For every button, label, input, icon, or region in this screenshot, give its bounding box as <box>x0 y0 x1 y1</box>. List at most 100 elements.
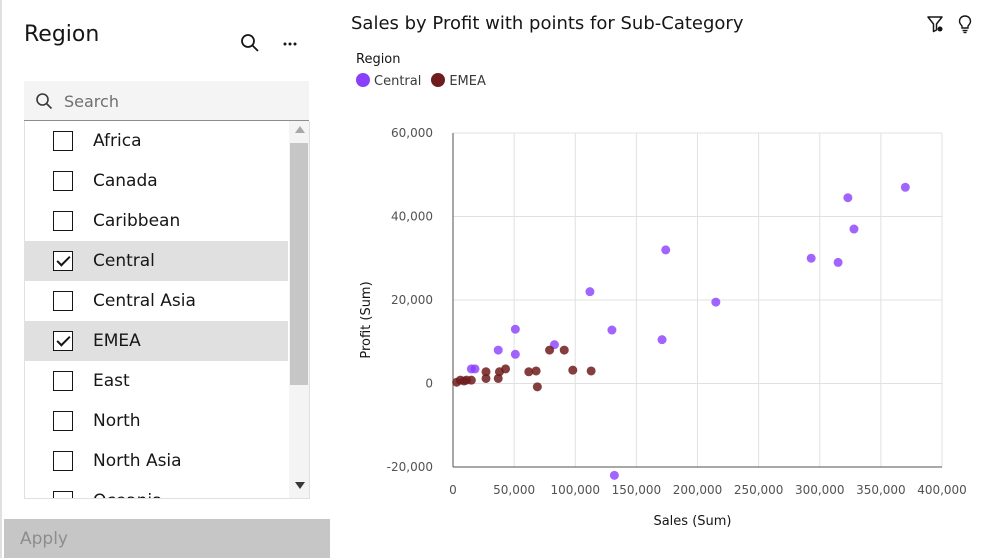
list-item[interactable]: East <box>25 361 288 401</box>
legend-item[interactable]: EMEA <box>431 73 486 89</box>
checkbox[interactable] <box>53 171 73 191</box>
checkbox[interactable] <box>53 491 73 498</box>
list-item[interactable]: EMEA <box>25 321 288 361</box>
data-point[interactable] <box>532 382 542 392</box>
list-item[interactable]: Central Asia <box>25 281 288 321</box>
data-point[interactable] <box>501 364 511 374</box>
y-tick-label: -20,000 <box>387 460 433 474</box>
x-tick-label: 50,000 <box>493 483 535 497</box>
data-point[interactable] <box>833 257 843 267</box>
list-item[interactable]: Caribbean <box>25 201 288 241</box>
checkbox[interactable] <box>53 411 73 431</box>
data-point[interactable] <box>493 373 503 383</box>
data-point[interactable] <box>470 364 480 374</box>
region-filter-panel: Region Africa Canada Caribbean Central Centr… <box>0 0 330 558</box>
list-item-label: Canada <box>93 171 158 191</box>
y-tick-label: 40,000 <box>391 210 433 224</box>
data-point[interactable] <box>510 324 520 334</box>
legend-item[interactable]: Central <box>356 73 421 89</box>
list-item-label: Oceania <box>93 491 163 498</box>
x-axis-title: Sales (Sum) <box>653 514 731 529</box>
checkbox[interactable] <box>53 331 73 351</box>
x-tick-label: 250,000 <box>734 483 784 497</box>
region-list-items: Africa Canada Caribbean Central Central Asia… <box>25 121 288 498</box>
scroll-down-arrow-icon[interactable] <box>295 482 305 489</box>
list-item-label: East <box>93 371 130 391</box>
data-point[interactable] <box>568 365 578 375</box>
data-point[interactable] <box>900 182 910 192</box>
y-tick-label: 60,000 <box>391 126 433 140</box>
list-item-label: North Asia <box>93 451 182 471</box>
data-point[interactable] <box>524 367 534 377</box>
list-item-label: Central Asia <box>93 291 196 311</box>
list-item[interactable]: Africa <box>25 121 288 161</box>
list-item-label: North <box>93 411 141 431</box>
list-item-label: Africa <box>93 131 142 151</box>
scroll-thumb[interactable] <box>290 143 308 385</box>
checkbox[interactable] <box>53 211 73 231</box>
list-item[interactable]: North Asia <box>25 441 288 481</box>
data-point[interactable] <box>559 345 569 355</box>
x-tick-label: 400,000 <box>917 483 967 497</box>
checkbox[interactable] <box>53 251 73 271</box>
panel-title: Region <box>24 22 100 47</box>
data-point[interactable] <box>806 253 816 263</box>
y-tick-label: 20,000 <box>391 293 433 307</box>
data-point[interactable] <box>657 335 667 345</box>
x-tick-label: 200,000 <box>673 483 723 497</box>
data-point[interactable] <box>607 325 617 335</box>
legend-label: EMEA <box>449 74 486 89</box>
x-tick-label: 100,000 <box>550 483 600 497</box>
search-icon <box>36 93 53 110</box>
legend-swatch <box>431 73 446 87</box>
data-point[interactable] <box>843 193 853 203</box>
data-point[interactable] <box>545 345 555 355</box>
data-point[interactable] <box>466 375 476 385</box>
list-item-label: Central <box>93 251 155 271</box>
x-tick-label: 150,000 <box>612 483 662 497</box>
filter-icon[interactable] <box>926 15 944 33</box>
y-axis-title: Profit (Sum) <box>359 281 374 358</box>
legend-swatch <box>356 73 370 87</box>
data-point[interactable] <box>609 470 619 480</box>
region-list[interactable]: Africa Canada Caribbean Central Central Asia… <box>24 121 310 499</box>
search-input[interactable] <box>64 89 294 113</box>
data-point[interactable] <box>481 373 491 383</box>
checkbox[interactable] <box>53 291 73 311</box>
list-item[interactable]: Central <box>25 241 288 281</box>
apply-button[interactable]: Apply <box>4 519 330 558</box>
search-field[interactable] <box>24 81 309 121</box>
data-point[interactable] <box>510 349 520 359</box>
y-tick-label: 0 <box>425 377 433 391</box>
list-item-label: EMEA <box>93 331 141 351</box>
checkbox[interactable] <box>53 131 73 151</box>
data-point[interactable] <box>711 297 721 307</box>
scroll-up-arrow-icon[interactable] <box>295 126 305 133</box>
data-point[interactable] <box>661 245 671 255</box>
x-tick-label: 300,000 <box>795 483 845 497</box>
data-point[interactable] <box>481 367 491 377</box>
list-item[interactable]: Canada <box>25 161 288 201</box>
data-point[interactable] <box>585 287 595 297</box>
legend-label: Central <box>374 74 422 89</box>
search-icon[interactable] <box>240 33 260 53</box>
data-point[interactable] <box>849 224 859 234</box>
lightbulb-icon[interactable] <box>956 14 974 34</box>
scatter-chart: 0 50,000 100,000 150,000 200,000 250,000 300,0… <box>359 126 967 529</box>
data-point[interactable] <box>586 366 596 376</box>
list-scrollbar[interactable] <box>289 121 309 498</box>
overflow-menu-icon[interactable] <box>282 33 298 53</box>
list-item[interactable]: North <box>25 401 288 441</box>
checkbox[interactable] <box>53 451 73 471</box>
list-item[interactable]: Oceania <box>25 481 288 498</box>
legend-title: Region <box>356 52 401 67</box>
checkbox[interactable] <box>53 371 73 391</box>
chart-legend: Central EMEA <box>356 73 496 89</box>
list-item-label: Caribbean <box>93 211 181 231</box>
x-tick-label: 0 <box>449 483 457 497</box>
x-tick-label: 350,000 <box>856 483 906 497</box>
data-point[interactable] <box>493 345 503 355</box>
chart-title: Sales by Profit with points for Sub-Cate… <box>351 13 744 34</box>
data-point[interactable] <box>531 366 541 376</box>
